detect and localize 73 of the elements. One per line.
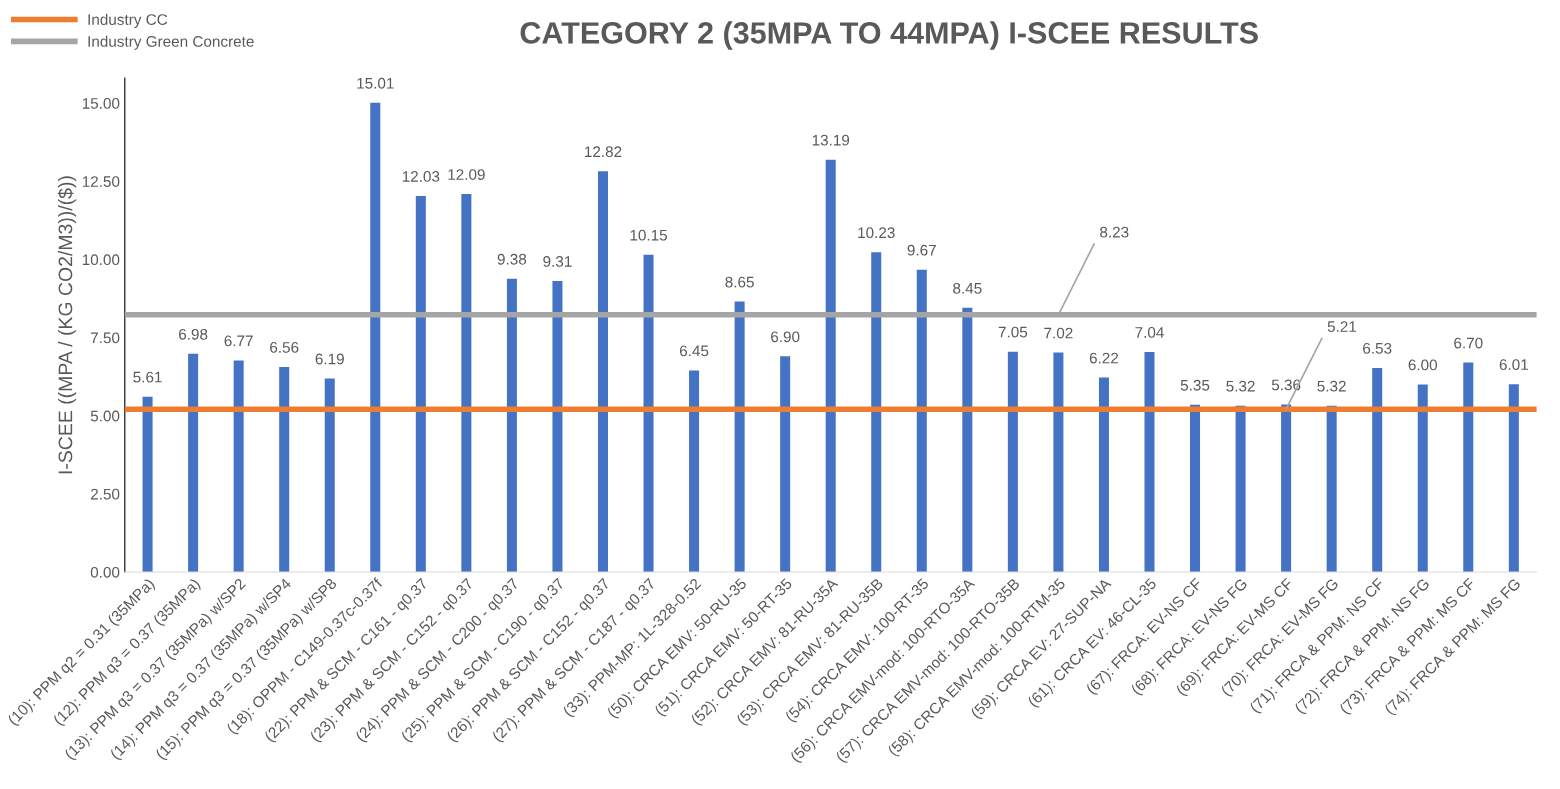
data-label: 5.32 (1226, 380, 1255, 392)
data-label: 12.09 (448, 169, 485, 180)
bar (643, 254, 654, 573)
bar (689, 370, 700, 573)
bar (461, 194, 472, 573)
bar (279, 366, 290, 573)
data-label: 8.65 (725, 276, 754, 288)
bar (734, 301, 745, 573)
y-tick-label: 15.00 (82, 97, 120, 109)
bar (780, 356, 791, 573)
data-label: 7.02 (1044, 327, 1073, 339)
bar (552, 280, 563, 573)
data-label: 15.01 (357, 77, 394, 89)
bar (1372, 367, 1383, 573)
data-label: 13.19 (812, 134, 850, 146)
bar (188, 353, 199, 573)
data-label: 6.70 (1454, 337, 1483, 349)
bar (1417, 384, 1428, 573)
bar (871, 252, 882, 573)
data-label: 6.22 (1089, 352, 1119, 364)
data-label: 7.04 (1135, 327, 1164, 338)
data-label: 9.67 (907, 244, 936, 256)
data-label: 12.03 (402, 171, 440, 182)
y-tick-label: 7.50 (90, 332, 120, 344)
bar (142, 396, 153, 573)
data-label: 10.23 (858, 227, 895, 239)
bar (1281, 404, 1292, 573)
data-label: 6.53 (1363, 342, 1392, 354)
data-label: 8.45 (953, 282, 982, 294)
annotation: 5.21 (1327, 321, 1357, 332)
data-label: 6.98 (179, 328, 208, 340)
bar (1007, 351, 1018, 573)
y-tick-label: 0.00 (90, 566, 120, 578)
bar (415, 195, 426, 573)
data-label: 5.36 (1271, 379, 1301, 391)
bar (1508, 384, 1519, 573)
bar (962, 307, 973, 573)
y-tick-label: 5.00 (90, 410, 120, 422)
data-label: 5.35 (1180, 379, 1210, 391)
data-label: 5.32 (1317, 380, 1346, 392)
data-label: 5.61 (133, 371, 162, 383)
data-label: 6.90 (771, 331, 800, 343)
data-label: 6.00 (1408, 359, 1438, 371)
data-label: 9.38 (497, 253, 527, 265)
data-label: 6.01 (1499, 359, 1528, 371)
data-label: 6.19 (315, 353, 344, 365)
data-label: 6.56 (270, 342, 299, 353)
bar (1098, 377, 1109, 573)
bar (597, 171, 608, 573)
y-tick-label: 10.00 (82, 254, 120, 266)
bar (324, 378, 335, 573)
legend-label: Industry Green Concrete (88, 35, 254, 50)
bar (506, 278, 517, 573)
chart-title: CATEGORY 2 (35MPA TO 44MPA) I-SCEE RESULTS (520, 21, 1258, 50)
y-tick-label: 2.50 (90, 488, 120, 500)
legend-label: Industry CC (88, 13, 168, 28)
data-label: 6.77 (224, 335, 253, 347)
data-label: 12.82 (585, 146, 622, 158)
bar (916, 269, 927, 573)
data-label: 6.45 (679, 345, 709, 357)
bar (1190, 404, 1201, 573)
bar (1053, 352, 1064, 573)
bar (1144, 351, 1155, 573)
bar (370, 102, 381, 573)
y-axis-title: I-SCEE ((MPA / (KG CO2/M3))/($)) (57, 176, 77, 474)
bar (825, 159, 836, 573)
y-tick-label: 12.50 (82, 176, 120, 187)
data-label: 7.05 (998, 326, 1028, 338)
data-label: 10.15 (630, 229, 668, 241)
annotation: 8.23 (1100, 226, 1129, 238)
bar (1463, 362, 1474, 573)
data-label: 9.31 (543, 256, 572, 267)
bar (233, 360, 244, 573)
